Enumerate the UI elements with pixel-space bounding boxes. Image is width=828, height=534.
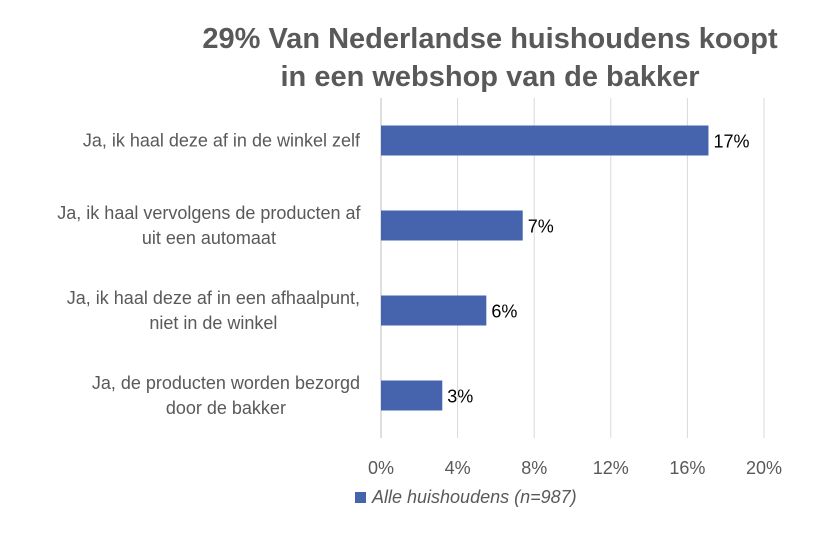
x-tick-label: 16% <box>669 458 705 478</box>
bar <box>381 380 443 411</box>
x-tick-label: 8% <box>521 458 547 478</box>
data-label: 17% <box>713 132 749 152</box>
legend-swatch <box>355 492 366 503</box>
data-label: 6% <box>491 302 517 322</box>
bar <box>381 210 523 241</box>
x-tick-label: 20% <box>746 458 782 478</box>
legend-label: Alle huishoudens (n=987) <box>371 487 577 507</box>
data-label: 7% <box>528 217 554 237</box>
x-tick-label: 4% <box>445 458 471 478</box>
category-label: Ja, ik haal vervolgens de producten af <box>57 203 361 223</box>
category-label: door de bakker <box>166 398 286 418</box>
chart-title-line-1: 29% Van Nederlandse huishoudens koopt <box>202 23 778 55</box>
data-label: 3% <box>447 387 473 407</box>
category-label: uit een automaat <box>142 228 276 248</box>
bar <box>381 295 487 326</box>
x-tick-label: 0% <box>368 458 394 478</box>
category-label: niet in de winkel <box>149 313 277 333</box>
category-label: Ja, ik haal deze af in een afhaalpunt, <box>67 288 360 308</box>
category-label: Ja, de producten worden bezorgd <box>92 373 360 393</box>
x-tick-label: 12% <box>593 458 629 478</box>
bar <box>381 125 709 156</box>
category-label: Ja, ik haal deze af in de winkel zelf <box>83 131 361 151</box>
chart-title-line-2: in een webshop van de bakker <box>280 61 700 93</box>
